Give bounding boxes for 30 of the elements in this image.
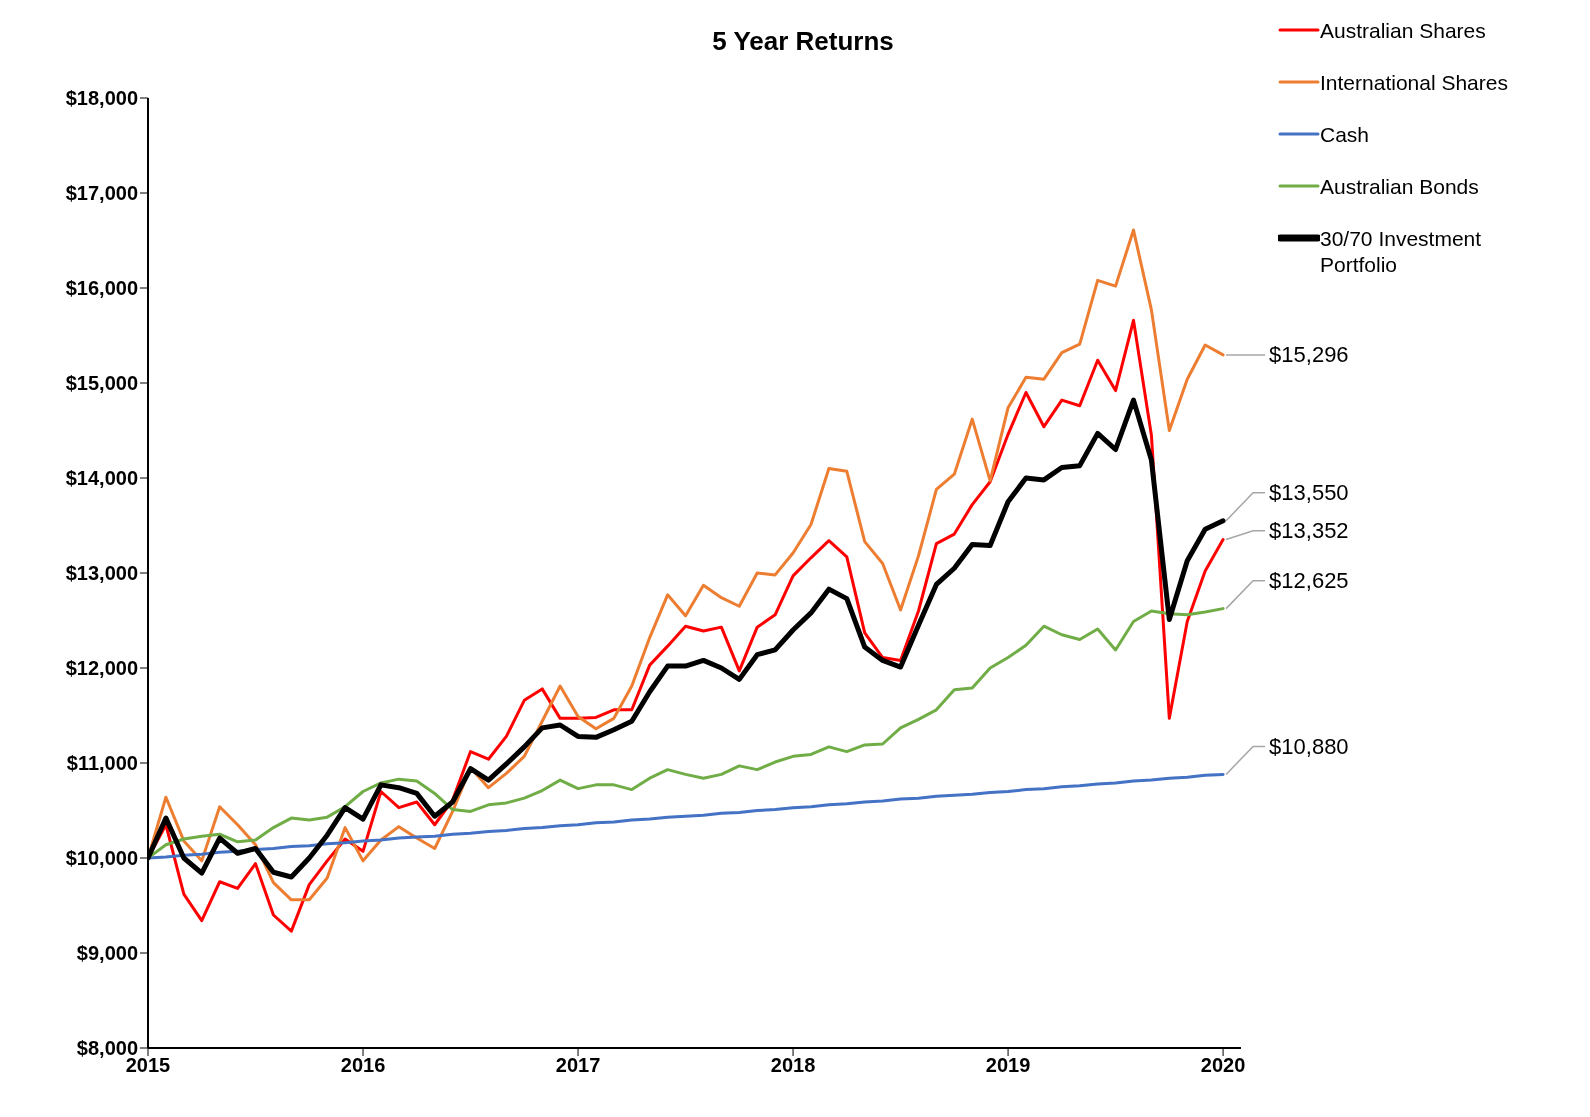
y-tick-label: $14,000 xyxy=(65,467,138,490)
annotation: $13,550 xyxy=(1269,480,1349,506)
annotation: $12,625 xyxy=(1269,568,1349,594)
legend-label: 30/70 Investment Portfolio xyxy=(1320,226,1483,278)
x-tick-label: 2018 xyxy=(770,1054,816,1077)
y-tick-label: $16,000 xyxy=(65,277,138,300)
y-tick-label: $15,000 xyxy=(65,372,138,395)
y-tick-label: $12,000 xyxy=(65,657,138,680)
legend-label: Cash xyxy=(1320,122,1371,148)
line-series xyxy=(148,607,1225,860)
chart-title: 5 Year Returns xyxy=(711,26,895,57)
y-tick-label: $9,000 xyxy=(76,942,138,965)
line-series xyxy=(148,772,1225,860)
annotation: $15,296 xyxy=(1269,342,1349,368)
legend-label: Australian Bonds xyxy=(1320,174,1480,200)
y-tick-label: $17,000 xyxy=(65,182,138,205)
legend-label: Australian Shares xyxy=(1320,18,1487,44)
annotation: $13,352 xyxy=(1269,518,1349,544)
y-tick-label: $13,000 xyxy=(65,562,138,585)
line-series xyxy=(148,228,1225,902)
x-tick-label: 2016 xyxy=(340,1054,386,1077)
y-tick-label: $11,000 xyxy=(66,752,138,775)
x-tick-label: 2015 xyxy=(125,1054,171,1077)
annotation: $10,880 xyxy=(1269,733,1349,759)
x-tick-label: 2019 xyxy=(985,1054,1031,1077)
legend-label: International Shares xyxy=(1320,70,1509,96)
x-tick-label: 2017 xyxy=(555,1054,601,1077)
y-tick-label: $10,000 xyxy=(65,847,138,870)
x-tick-label: 2020 xyxy=(1200,1054,1246,1077)
y-tick-label: $18,000 xyxy=(65,87,138,110)
